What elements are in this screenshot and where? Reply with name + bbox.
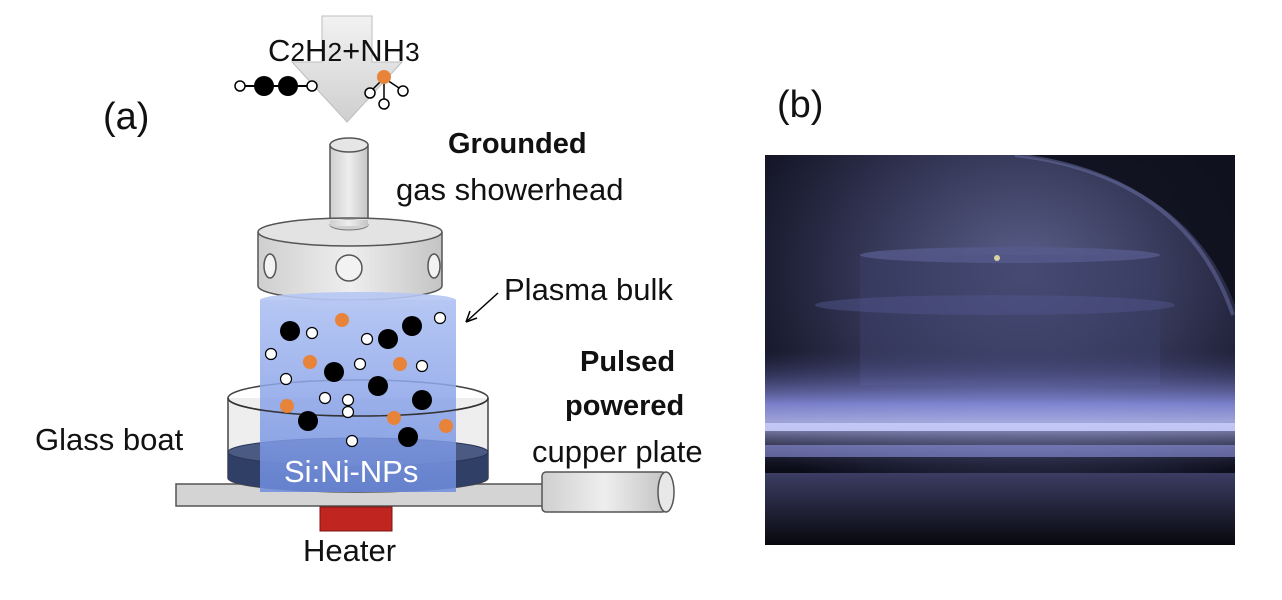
carbon-particle (280, 321, 300, 341)
hydrogen-particle (415, 359, 429, 373)
nitrogen-particle (280, 399, 294, 413)
plasma-photo-image (765, 155, 1235, 545)
nitrogen-particle (303, 355, 317, 369)
hydrogen-particle (345, 434, 359, 448)
showerhead-label-line2: gas showerhead (396, 172, 624, 207)
ammonia-molecule-icon (364, 70, 409, 110)
powered-label-line2: powered (565, 390, 685, 422)
carbon-particle (368, 376, 388, 396)
showerhead-label-line1: Grounded (448, 128, 587, 160)
plasma-photograph (765, 155, 1235, 545)
hydrogen-particle (433, 311, 447, 325)
glass-boat-rim (227, 397, 489, 417)
hydrogen-particle (360, 332, 374, 346)
carbon-particle (412, 390, 432, 410)
hydrogen-particle (264, 347, 278, 361)
gas-showerhead (257, 217, 443, 301)
carbon-particle (378, 329, 398, 349)
nitrogen-particle (387, 411, 401, 425)
glass-boat-label: Glass boat (35, 422, 184, 457)
panel-b-label: (b) (777, 84, 824, 126)
carbon-particle (402, 316, 422, 336)
nitrogen-particle (439, 419, 453, 433)
gas-formula: C2H2+NH3 (268, 33, 420, 68)
powered-label-line1: Pulsed (580, 346, 676, 378)
nitrogen-particle (335, 313, 349, 327)
sample-label: Si:Ni-NPs (284, 454, 419, 489)
acetylene-molecule-icon (234, 76, 318, 96)
hydrogen-particle (341, 393, 355, 407)
hydrogen-particle (279, 372, 293, 386)
plasma-pointer-arrow (465, 292, 499, 323)
heater-label: Heater (303, 533, 397, 568)
heater-block (319, 506, 393, 532)
reactor-schematic (175, 15, 675, 532)
hydrogen-particle (318, 391, 332, 405)
hydrogen-particle (305, 326, 319, 340)
hydrogen-particle (341, 405, 355, 419)
carbon-particle (398, 427, 418, 447)
carbon-particle (324, 362, 344, 382)
panel-a-label: (a) (103, 96, 150, 138)
carbon-particle (298, 411, 318, 431)
showerhead-tube (329, 137, 369, 224)
hydrogen-particle (353, 357, 367, 371)
plasma-bulk-label: Plasma bulk (504, 272, 673, 307)
powered-label-line3: cupper plate (532, 434, 703, 469)
plasma-particles (264, 311, 453, 448)
nitrogen-particle (393, 357, 407, 371)
